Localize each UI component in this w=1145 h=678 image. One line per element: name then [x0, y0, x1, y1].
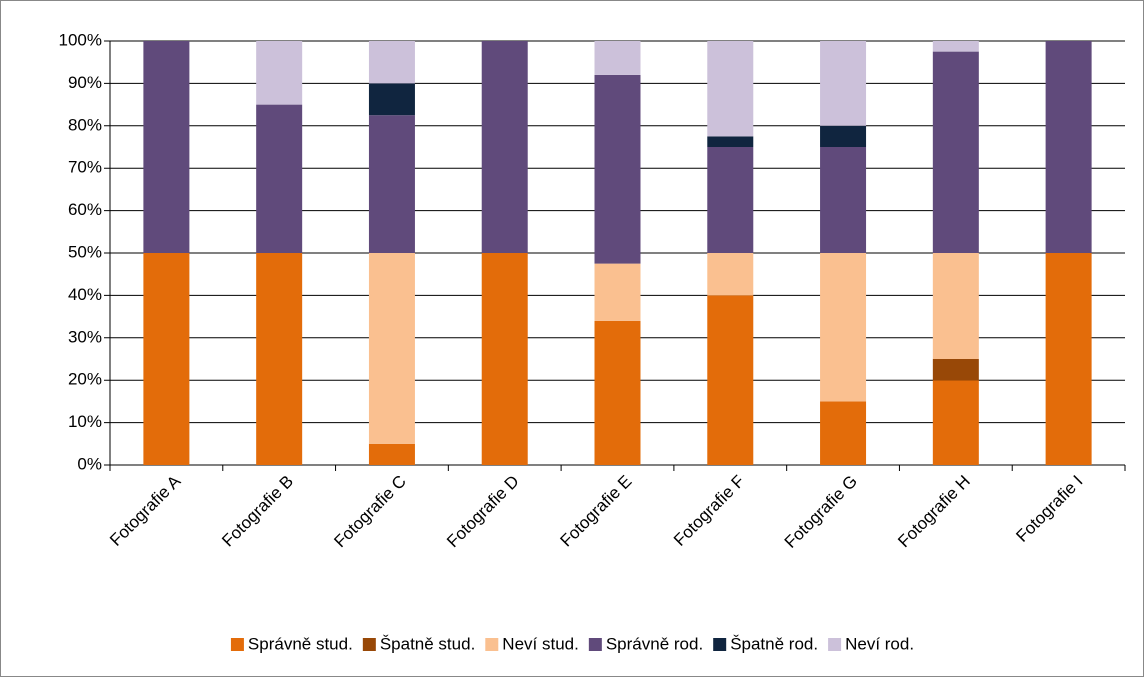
legend-swatch	[588, 638, 602, 651]
bar-segment	[932, 253, 979, 359]
bar-segment	[143, 41, 190, 253]
bar-segment	[368, 41, 415, 84]
y-tick-label: 0%	[77, 454, 102, 473]
y-tick-label: 50%	[68, 242, 102, 261]
bar-segment	[820, 401, 867, 465]
bar-segment	[143, 253, 190, 465]
legend-label: Správně rod.	[606, 634, 703, 653]
bar-segment	[820, 125, 867, 147]
y-tick-label: 90%	[68, 73, 102, 92]
legend-label: Špatně stud.	[380, 634, 475, 653]
y-tick-label: 40%	[68, 285, 102, 304]
bar-segment	[707, 253, 754, 296]
bar-segment	[707, 136, 754, 147]
bar-segment	[820, 41, 867, 126]
bar-segment	[368, 83, 415, 116]
bar-segment	[368, 253, 415, 444]
bar-segment	[481, 253, 528, 465]
legend-label: Neví rod.	[845, 634, 914, 653]
bar-segment	[1045, 253, 1092, 465]
bar-segment	[1045, 41, 1092, 253]
legend-label: Správně stud.	[248, 634, 353, 653]
bar-segment	[594, 74, 641, 264]
bar-segment	[594, 263, 641, 321]
y-tick-label: 70%	[68, 158, 102, 177]
legend-swatch	[828, 638, 842, 651]
y-tick-label: 30%	[68, 327, 102, 346]
bar-segment	[594, 320, 641, 465]
y-tick-label: 20%	[68, 370, 102, 389]
bar-segment	[932, 380, 979, 465]
bar-segment	[594, 41, 641, 75]
bar-segment	[932, 41, 979, 52]
legend-label: Neví stud.	[502, 634, 579, 653]
bar-segment	[820, 253, 867, 402]
bar-segment	[368, 115, 415, 253]
legend-label: Špatně rod.	[730, 634, 818, 653]
bar-segment	[256, 104, 303, 253]
bar-segment	[368, 443, 415, 465]
y-tick-label: 80%	[68, 115, 102, 134]
y-tick-label: 60%	[68, 200, 102, 219]
bar-segment	[481, 41, 528, 253]
y-tick-label: 10%	[68, 412, 102, 431]
bar-segment	[256, 253, 303, 465]
bar-segment	[932, 359, 979, 381]
legend-swatch	[230, 638, 244, 651]
bar-segment	[932, 51, 979, 253]
bar-segment	[256, 41, 303, 105]
bar-segment	[707, 147, 754, 253]
legend-swatch	[713, 638, 727, 651]
y-tick-label: 100%	[59, 30, 102, 49]
bar-segment	[707, 41, 754, 137]
bar-segment	[707, 295, 754, 465]
legend-swatch	[485, 638, 499, 651]
bar-segment	[820, 147, 867, 253]
legend-swatch	[362, 638, 376, 651]
